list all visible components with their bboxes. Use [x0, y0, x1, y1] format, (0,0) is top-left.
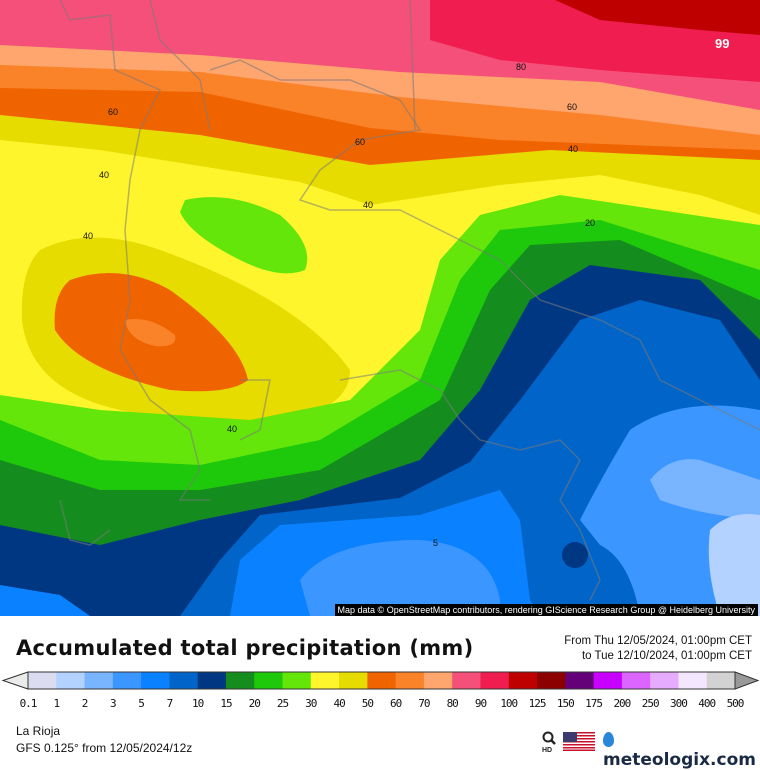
legend-label: 250: [641, 697, 660, 710]
band-1-2: [708, 514, 760, 616]
legend-swatch: [678, 672, 708, 689]
legend-swatch: [706, 672, 736, 689]
legend-swatch: [339, 672, 368, 689]
contour-label: 99: [715, 36, 729, 51]
hd-zoom-button[interactable]: HD: [541, 731, 559, 758]
legend-swatch: [225, 672, 255, 689]
brand-logo[interactable]: meteologix.com: [603, 730, 760, 770]
contour-label: 40: [227, 424, 237, 434]
us-flag-icon[interactable]: [563, 732, 595, 751]
period-from: From Thu 12/05/2024, 01:00pm CET: [564, 635, 752, 647]
legend-label: 175: [585, 697, 603, 710]
legend-swatch: [650, 672, 679, 689]
legend-swatch: [508, 672, 538, 689]
legend-swatch: [367, 672, 397, 689]
blob-10-15: [562, 542, 588, 568]
legend-swatch: [452, 672, 481, 689]
legend-label: 125: [528, 697, 547, 710]
contour-label: 60: [108, 107, 118, 117]
band-3-5: [300, 540, 500, 616]
legend-label: 80: [446, 697, 459, 710]
legend-swatch: [141, 672, 170, 689]
legend-label: 70: [418, 697, 430, 710]
legend-swatch: [621, 672, 651, 689]
contour-label: 60: [355, 137, 365, 147]
period: From Thu 12/05/2024, 01:00pm CET to Tue …: [564, 634, 752, 664]
legend-swatch: [56, 672, 86, 689]
legend-swatch: [423, 672, 453, 689]
svg-text:HD: HD: [542, 747, 552, 753]
contour-label: 5: [433, 538, 438, 548]
legend-label: 10: [192, 697, 204, 710]
legend-label: 0.1: [19, 697, 38, 710]
color-legend: [1, 671, 760, 690]
legend-label: 500: [726, 697, 745, 710]
brand-text: meteologix.com: [603, 750, 756, 770]
legend-label: 7: [166, 697, 174, 710]
contour-label: 20: [585, 218, 595, 228]
legend-under-arrow: [1, 671, 29, 690]
legend-swatch: [593, 672, 623, 689]
legend-label: 40: [333, 697, 345, 710]
contour-label: 40: [83, 231, 93, 241]
legend-swatch: [112, 672, 142, 689]
legend-label: 30: [305, 697, 317, 710]
contour-label: 40: [363, 200, 373, 210]
legend-swatch: [282, 672, 312, 689]
legend-over-arrow: [734, 671, 760, 690]
legend-label: 5: [138, 697, 145, 710]
legend-label: 50: [361, 697, 374, 710]
legend-swatch: [395, 672, 425, 689]
precipitation-map[interactable]: 99 80 60 60 60 40 40 40 40 40 20 5: [0, 0, 760, 616]
legend-label: 25: [276, 697, 289, 710]
band-100-125: [555, 0, 760, 35]
logo-drop-icon: [603, 732, 614, 747]
legend-swatch: [565, 672, 595, 689]
legend-label: 100: [500, 697, 518, 710]
legend-swatch: [28, 672, 57, 689]
legend-label: 1: [53, 697, 60, 710]
legend-swatch: [537, 672, 566, 689]
legend-label: 300: [670, 697, 688, 710]
legend-label: 400: [698, 697, 716, 710]
legend-label: 15: [220, 697, 232, 710]
legend-label: 90: [474, 697, 487, 710]
contour-label: 60: [567, 102, 577, 112]
legend-swatch: [254, 672, 284, 689]
legend-swatch: [310, 672, 340, 689]
map-attribution[interactable]: Map data © OpenStreetMap contributors, r…: [334, 604, 758, 616]
band-5-7-left: [0, 585, 90, 616]
contour-label: 40: [568, 144, 578, 154]
magnifier-icon: HD: [542, 731, 556, 754]
legend-label: 60: [390, 697, 402, 710]
legend-swatch: [84, 672, 114, 689]
contour-labels: 99 80 60 60 60 40 40 40 40 40 20 5: [83, 36, 729, 548]
legend-swatch: [480, 672, 510, 689]
borders: [59, 0, 760, 601]
chart-title: Accumulated total precipitation (mm): [16, 636, 474, 660]
model-info: GFS 0.125° from 12/05/2024/12z: [16, 741, 193, 755]
legend-label: 3: [110, 697, 117, 710]
contour-label: 40: [99, 170, 109, 180]
contour-label: 80: [516, 62, 526, 72]
legend-label: 150: [556, 697, 575, 710]
blob-25-30: [180, 197, 308, 274]
period-to: to Tue 12/10/2024, 01:00pm CET: [581, 650, 752, 662]
legend-label: 2: [81, 697, 89, 710]
legend-frame: [27, 671, 736, 690]
blob-60-70: [125, 319, 176, 347]
legend-swatch: [169, 672, 199, 689]
legend-label: 200: [613, 697, 631, 710]
legend-swatch: [197, 672, 227, 689]
region-name: La Rioja: [16, 724, 61, 738]
legend-label: 20: [248, 697, 261, 710]
band-2-3: [650, 459, 760, 520]
